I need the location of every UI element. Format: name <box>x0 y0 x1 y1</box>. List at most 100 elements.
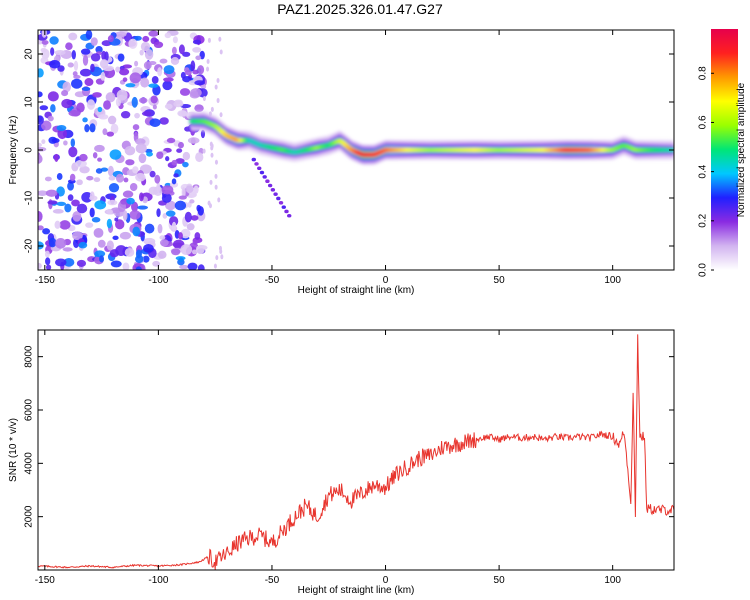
spectrogram-noise-blob <box>67 194 74 201</box>
spectrogram-noise-blob <box>56 201 67 207</box>
spectrogram-noise-blob <box>81 86 91 91</box>
spectrogram-noise-blob <box>76 102 85 113</box>
spectrogram-noise-blob <box>193 185 199 194</box>
spectrogram-tail-blob <box>273 192 278 196</box>
spectrogram-noise-blob <box>196 204 202 212</box>
spectrogram-noise-blob <box>148 83 159 88</box>
spectrogram-noise-blob <box>112 235 119 241</box>
spectrogram-noise-blob <box>61 89 69 97</box>
spectrogram-noise-blob <box>90 63 95 73</box>
spectrogram-noise-blob <box>171 221 177 231</box>
spectrogram-noise-blob <box>162 80 173 91</box>
spectrogram-noise-blob <box>38 146 47 152</box>
spectrogram-noise-blob <box>139 49 144 56</box>
spectrogram-noise-blob <box>73 60 79 71</box>
spectrogram-noise-blob <box>94 144 105 153</box>
spectrogram-noise-blob <box>71 199 80 207</box>
spectrogram-noise-blob <box>107 115 117 125</box>
spectrogram-noise-blob <box>93 227 104 238</box>
spectrogram-tail-blob <box>257 166 262 171</box>
spectrogram-noise-blob <box>181 187 186 198</box>
spectrogram-noise-blob <box>85 222 94 228</box>
spectrogram-noise-blob <box>99 255 105 263</box>
spectrogram-noise-blob <box>67 62 74 68</box>
spectrogram-noise-blob <box>144 49 154 60</box>
spectrogram-noise-blob <box>38 115 44 125</box>
spectrogram-noise-blob <box>192 39 202 45</box>
spectrogram-noise-blob <box>76 259 87 267</box>
spectrogram-noise-blob <box>84 78 94 86</box>
spectrogram-noise-blob <box>194 104 204 113</box>
spectrogram-noise-blob <box>72 71 78 77</box>
spectrogram-noise-blob <box>195 55 202 61</box>
spectrogram-tail-blob <box>278 201 284 205</box>
snr-ytick-label: 8000 <box>24 345 35 368</box>
spectrogram-noise-blob <box>215 255 219 261</box>
spectrogram-noise-blob <box>190 215 199 221</box>
spectrogram-noise-blob <box>144 223 155 234</box>
spectrogram-noise-blob <box>156 151 164 159</box>
spectrogram-tail-blob <box>254 162 259 166</box>
spectrogram-noise-blob <box>209 141 213 147</box>
colorbar-ticks: 0.0 0.2 0.4 0.6 0.8 <box>698 66 714 277</box>
snr-xtick-label: 100 <box>604 575 621 586</box>
spectrogram-noise-blob <box>54 153 59 162</box>
spectrogram-noise-blob <box>194 232 201 240</box>
spectrogram-frame <box>37 29 675 271</box>
spectrogram-ytick-label: 0 <box>24 147 35 153</box>
spectrogram-noise-blob <box>71 78 83 89</box>
spectrogram-noise-blob <box>56 172 63 181</box>
spectrogram-noise-blob <box>159 239 169 247</box>
snr-axis-ticks: -150 -100 -50 0 50 100 2000 4000 6000 8000 <box>24 330 674 586</box>
spectrogram-noise-blob <box>65 42 73 51</box>
spectrogram-noise-blob <box>178 232 183 240</box>
spectrogram-noise-blob <box>59 220 71 230</box>
spectrogram-noise-blob <box>122 190 134 198</box>
spectrogram-noise-blob <box>172 36 178 44</box>
spectrogram-tail-blob <box>276 196 281 201</box>
spectrogram-noise-blob <box>41 40 49 45</box>
spectrogram-noise-blob <box>179 264 189 270</box>
spectrogram-noise-blob <box>40 47 47 53</box>
spectrogram-noise-blob <box>54 49 66 56</box>
spectrogram-noise-blob <box>38 154 43 164</box>
spectrogram-noise-blob <box>129 72 142 84</box>
spectrogram-noise-blob <box>175 158 185 164</box>
spectrogram-noise-blob <box>194 80 206 86</box>
spectrogram-noise-blob <box>218 36 222 42</box>
spectrogram-noise-blob <box>49 36 59 45</box>
spectrogram-tail-blob <box>262 175 267 179</box>
spectrogram-noise-blob <box>67 181 74 191</box>
spectrogram-noise-blob <box>210 152 214 158</box>
colorbar-tick-label: 0.0 <box>698 263 709 277</box>
spectrogram-noise-blob <box>98 114 109 120</box>
snr-frame <box>37 329 675 571</box>
spectrogram-ridge <box>189 111 674 165</box>
spectrogram-noise-blob <box>129 182 138 192</box>
spectrogram-noise-blob <box>102 128 108 136</box>
spectrogram-ytick-label: -10 <box>24 190 35 205</box>
spectrogram-noise-blob <box>115 219 125 230</box>
spectrogram-noise-blob <box>79 68 92 77</box>
spectrogram-noise-blob <box>115 173 124 183</box>
spectrogram-noise-blob <box>164 32 172 39</box>
snr-xtick-label: 50 <box>494 575 506 586</box>
figure-title: PAZ1.2025.326.01.47.G27 <box>277 1 443 17</box>
spectrogram-noise-blob <box>38 211 43 222</box>
spectrogram-noise-blob <box>105 92 116 103</box>
spectrogram-noise-blob <box>143 61 152 70</box>
spectrogram-noise-blob <box>126 197 135 205</box>
spectrogram-noise-field <box>38 30 292 270</box>
spectrogram-noise-blob <box>89 207 95 218</box>
spectrogram-xtick-label: -50 <box>265 275 280 286</box>
spectrogram-noise-blob <box>179 88 191 96</box>
colorbar-tick-label: 0.4 <box>698 164 709 178</box>
spectrogram-ytick-label: 20 <box>24 48 35 60</box>
spectrogram-noise-blob <box>171 159 178 166</box>
spectrogram-noise-blob <box>69 173 76 182</box>
colorbar-tick-label: 0.8 <box>698 66 709 80</box>
spectrogram-noise-blob <box>166 137 176 144</box>
spectrogram-noise-blob <box>55 238 67 249</box>
spectrogram-noise-blob <box>106 240 114 251</box>
